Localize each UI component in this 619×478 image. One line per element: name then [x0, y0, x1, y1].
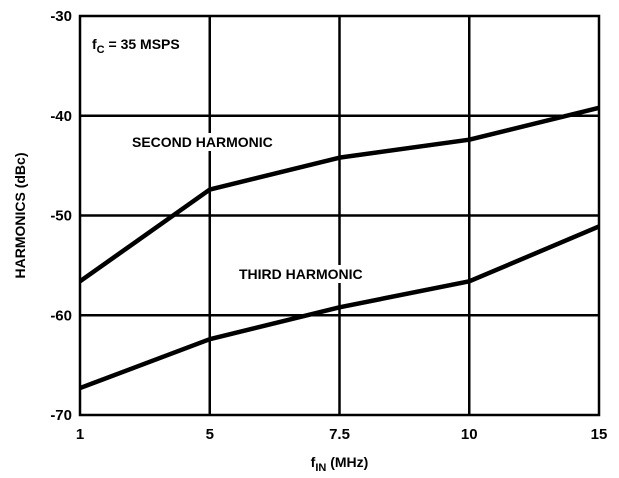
- plot-frame: [78, 14, 601, 417]
- x-tick-label: 1: [76, 426, 84, 443]
- x-axis-label-rest: (MHz): [326, 454, 368, 470]
- series-label-backing: [236, 265, 366, 283]
- axis-ticks: 1 5 7.5 10 15-30-40-50-60-70: [50, 8, 607, 443]
- y-tick-label: -40: [50, 108, 72, 125]
- annotation-backing: [89, 35, 183, 57]
- x-tick-label: 10: [461, 426, 478, 443]
- clock-frequency-annotation: fC = 35 MSPS: [92, 36, 180, 56]
- series-label-backing: [129, 133, 276, 151]
- annotation-rest: = 35 MSPS: [105, 36, 180, 52]
- y-axis-label: HARMONICS (dBc): [12, 153, 28, 279]
- y-tick-label: -70: [50, 407, 72, 424]
- y-tick-label: -60: [50, 307, 72, 324]
- series-label-third-harmonic: THIRD HARMONIC: [239, 266, 363, 282]
- x-axis-label: fIN (MHz): [311, 454, 369, 474]
- x-axis-label-main: f: [311, 454, 316, 470]
- x-tick-label: 15: [591, 426, 608, 443]
- annotation-main: f: [92, 36, 97, 52]
- y-tick-label: -50: [50, 208, 72, 225]
- x-axis-label-subscript: IN: [315, 462, 326, 474]
- x-tick-label: 7.5: [329, 426, 350, 443]
- y-tick-label: -30: [50, 8, 72, 25]
- series-group: [78, 105, 600, 391]
- x-tick-label: 5: [206, 426, 214, 443]
- grid-lines: [80, 16, 599, 415]
- annotation-subscript: C: [97, 44, 105, 56]
- series-label-second-harmonic: SECOND HARMONIC: [132, 134, 273, 150]
